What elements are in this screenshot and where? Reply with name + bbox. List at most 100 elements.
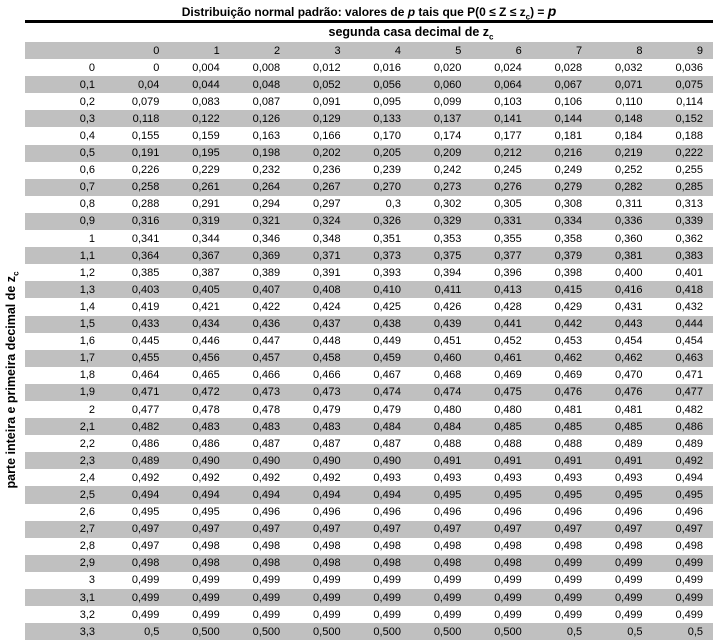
table-cell: 0,064 bbox=[471, 76, 532, 94]
table-cell: 0,436 bbox=[229, 315, 291, 333]
table-cell: 0,381 bbox=[592, 247, 653, 265]
table-cell: 0,471 bbox=[109, 383, 170, 401]
table-cell: 0,202 bbox=[290, 144, 351, 162]
table-cell: 0,497 bbox=[592, 520, 653, 538]
table-cell: 0,447 bbox=[252, 335, 281, 348]
table-cell: 0,163 bbox=[252, 130, 281, 143]
table-cell: 0,344 bbox=[192, 232, 220, 245]
table-cell: 0,071 bbox=[592, 76, 653, 94]
column-header: 0 bbox=[109, 42, 170, 60]
table-cell: 0,487 bbox=[252, 437, 281, 450]
table-cell: 0,267 bbox=[290, 178, 351, 196]
table-cell: 0,498 bbox=[675, 540, 703, 553]
table-cell: 0,500 bbox=[169, 623, 230, 641]
row-group-header-text: parte inteira e primeira decimal de z bbox=[4, 275, 18, 489]
table-cell: 0,484 bbox=[350, 418, 411, 436]
table-cell: 0,067 bbox=[531, 76, 593, 94]
table-cell: 0,499 bbox=[592, 554, 653, 572]
table-cell: 0,264 bbox=[229, 178, 291, 196]
table-cell: 0,492 bbox=[131, 471, 160, 484]
table-cell: 0,491 bbox=[410, 452, 472, 470]
table-cell: 0,498 bbox=[471, 554, 532, 572]
table-cell: 0,495 bbox=[131, 506, 160, 519]
table-cell: 0,184 bbox=[614, 130, 643, 143]
table-cell: 0,222 bbox=[652, 144, 713, 162]
table-cell: 0,095 bbox=[373, 95, 401, 108]
table-cell: 0,492 bbox=[252, 471, 281, 484]
row-header: 1,7 bbox=[25, 349, 109, 367]
table-cell: 0,498 bbox=[410, 554, 472, 572]
table-cell: 0,048 bbox=[229, 76, 291, 94]
table-cell: 0,498 bbox=[614, 540, 643, 553]
table-cell: 0,273 bbox=[410, 178, 472, 196]
table-row: 0,2 0,079 0,083 0,087 0,091 0,095 0,099 0,103 0,… bbox=[25, 93, 713, 110]
table-row: 1,2 0,385 0,387 0,389 0,391 0,393 0,394 0,396 0,… bbox=[25, 264, 713, 281]
table-cell: 0,219 bbox=[592, 144, 653, 162]
table-cell: 0,407 bbox=[229, 281, 291, 299]
table-cell: 0,373 bbox=[350, 247, 411, 265]
table-cell: 0,024 bbox=[494, 61, 522, 74]
table-cell: 0,341 bbox=[131, 232, 160, 245]
row-header: 1,1 bbox=[25, 247, 109, 265]
table-cell: 0,485 bbox=[592, 418, 653, 436]
table-cell: 0,499 bbox=[290, 589, 351, 607]
table-row: 2,3 0,489 0,490 0,490 0,490 0,490 0,491 0,491 0,… bbox=[25, 452, 713, 470]
table-cell: 0,499 bbox=[410, 589, 472, 607]
table-cell: 0,410 bbox=[350, 281, 411, 299]
table-cell: 0,448 bbox=[313, 335, 341, 348]
table-cell: 0,383 bbox=[652, 247, 713, 265]
table-cell: 0,475 bbox=[471, 383, 532, 401]
row-header: 0 bbox=[88, 61, 95, 74]
table-cell: 0,500 bbox=[471, 623, 532, 641]
table-cell: 0,494 bbox=[350, 486, 411, 504]
table-cell: 0,474 bbox=[350, 383, 411, 401]
table-cell: 0,276 bbox=[471, 178, 532, 196]
table-cell: 0,474 bbox=[410, 383, 472, 401]
table-cell: 0,174 bbox=[433, 130, 462, 143]
table-cell: 0,411 bbox=[410, 281, 472, 299]
table-cell: 0,371 bbox=[290, 247, 351, 265]
table-cell: 0,499 bbox=[494, 574, 522, 587]
table-cell: 0,499 bbox=[229, 589, 291, 607]
table-row: 2,9 0,498 0,498 0,498 0,498 0,498 0,498 0,498 0,… bbox=[25, 554, 713, 572]
table-row: 1,7 0,455 0,456 0,457 0,458 0,459 0,460 0,461 0,… bbox=[25, 349, 713, 367]
table-cell: 0,499 bbox=[252, 608, 281, 621]
table-cell: 0,469 bbox=[494, 369, 522, 382]
table-cell: 0,499 bbox=[554, 574, 583, 587]
table-cell: 0,473 bbox=[290, 383, 351, 401]
table-row: 1,6 0,445 0,446 0,447 0,448 0,449 0,451 0,452 0,… bbox=[25, 333, 713, 350]
table-cell: 0,424 bbox=[313, 300, 341, 313]
table-cell: 0,126 bbox=[229, 110, 291, 128]
table-cell: 0,498 bbox=[554, 540, 583, 553]
table-cell: 0,499 bbox=[471, 589, 532, 607]
table-cell: 0,385 bbox=[131, 266, 160, 279]
table-cell: 0,291 bbox=[192, 198, 220, 211]
table-cell: 0,499 bbox=[531, 554, 593, 572]
table-cell: 0,478 bbox=[252, 403, 281, 416]
title-p-italic: p bbox=[407, 5, 416, 19]
table-cell: 0,408 bbox=[290, 281, 351, 299]
table-cell: 0,355 bbox=[494, 232, 522, 245]
table-cell: 0,205 bbox=[350, 144, 411, 162]
table-cell: 0,499 bbox=[192, 608, 220, 621]
row-header: 2,7 bbox=[25, 520, 109, 538]
table-cell: 0,394 bbox=[433, 266, 462, 279]
column-group-header-text: segunda casa decimal de z bbox=[328, 25, 490, 39]
table-cell: 0,159 bbox=[192, 130, 220, 143]
table-area: Distribuição normal padrão: valores de p… bbox=[25, 2, 713, 641]
table-cell: 0,5 bbox=[531, 623, 593, 641]
table-row: 2,6 0,495 0,495 0,496 0,496 0,496 0,496 0,496 0,… bbox=[25, 504, 713, 521]
row-header: 1,3 bbox=[25, 281, 109, 299]
table-cell: 0,353 bbox=[433, 232, 462, 245]
table-cell: 0,497 bbox=[169, 520, 230, 538]
table-cell: 0,285 bbox=[652, 178, 713, 196]
table-row: 2,8 0,497 0,498 0,498 0,498 0,498 0,498 0,498 0,… bbox=[25, 538, 713, 555]
table-cell: 0,479 bbox=[373, 403, 401, 416]
row-header: 3 bbox=[88, 574, 95, 587]
table-cell: 0,083 bbox=[192, 95, 220, 108]
table-cell: 0,144 bbox=[531, 110, 593, 128]
table-cell: 0,075 bbox=[652, 76, 713, 94]
table-cell: 0,457 bbox=[229, 349, 291, 367]
row-header: 1,4 bbox=[79, 300, 95, 313]
